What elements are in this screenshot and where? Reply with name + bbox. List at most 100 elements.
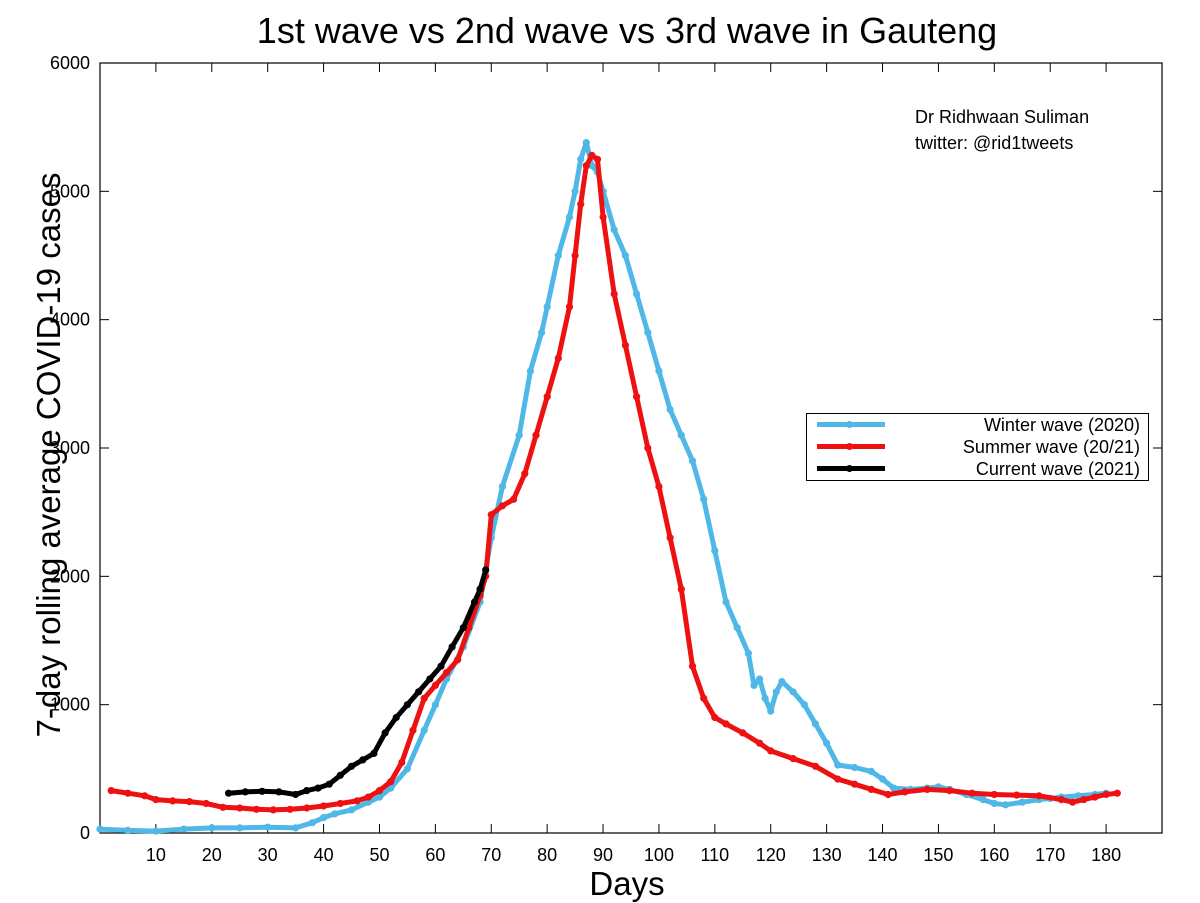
legend-item-summer: Summer wave (20/21)	[807, 436, 1148, 458]
data-point	[482, 566, 490, 574]
data-point	[1069, 798, 1077, 806]
legend-marker-summer	[846, 443, 853, 450]
data-point	[359, 756, 367, 764]
data-point	[565, 213, 574, 221]
data-point	[610, 290, 618, 298]
legend-item-current: Current wave (2021)	[807, 458, 1148, 480]
data-point	[532, 431, 540, 439]
data-point	[392, 713, 400, 722]
data-point	[381, 729, 389, 737]
data-point	[459, 624, 467, 632]
data-point	[756, 675, 764, 683]
data-point	[588, 151, 596, 159]
data-point	[582, 162, 590, 170]
data-point	[1102, 790, 1110, 799]
data-point	[403, 701, 411, 709]
data-point	[789, 688, 797, 696]
series-line	[108, 152, 1120, 813]
data-point	[851, 763, 859, 772]
data-point	[884, 790, 892, 799]
data-point	[364, 798, 372, 806]
data-point	[700, 495, 708, 503]
legend-label-winter: Winter wave (2020)	[983, 415, 1140, 435]
axis-ticks: 0 1000 2000 3000 4000 5000 6000 10 20 30 40 50 60 70 8…	[50, 53, 1162, 865]
data-point	[722, 598, 730, 606]
data-point	[772, 688, 780, 696]
data-point	[823, 739, 831, 747]
data-point	[867, 785, 875, 794]
data-point	[303, 804, 311, 812]
series-0	[96, 139, 1110, 835]
data-point	[666, 534, 674, 542]
data-point	[1018, 798, 1026, 806]
x-tick-label: 30	[258, 845, 278, 865]
data-point	[431, 701, 439, 709]
data-point	[811, 720, 820, 728]
data-point	[979, 796, 987, 804]
data-point	[437, 662, 445, 670]
data-point	[878, 775, 887, 783]
data-point	[314, 784, 322, 792]
data-point	[141, 792, 149, 800]
data-point	[711, 547, 719, 555]
x-tick-label: 90	[593, 845, 613, 865]
data-point	[1080, 796, 1088, 804]
data-point	[733, 624, 741, 632]
legend-marker-current	[846, 465, 853, 472]
data-point	[1001, 801, 1010, 809]
data-point	[347, 762, 356, 770]
data-point	[767, 707, 775, 715]
data-point	[577, 200, 585, 208]
x-tick-label: 160	[979, 845, 1009, 865]
data-point	[851, 780, 859, 788]
data-point	[509, 495, 518, 503]
data-point	[571, 187, 579, 195]
data-point	[275, 788, 283, 796]
data-point	[124, 826, 132, 835]
data-point	[403, 765, 411, 773]
data-point	[320, 802, 328, 810]
data-point	[688, 662, 697, 670]
data-point	[264, 823, 272, 831]
author-twitter: twitter: @rid1tweets	[915, 133, 1074, 153]
data-point	[292, 790, 300, 799]
data-point	[465, 624, 473, 632]
data-point	[336, 771, 344, 779]
data-point	[666, 405, 674, 414]
data-point	[292, 824, 300, 832]
data-point	[258, 787, 266, 795]
author-name: Dr Ridhwaan Suliman	[915, 107, 1090, 127]
legend: Winter wave (2020) Summer wave (20/21) C…	[806, 413, 1149, 481]
chart-title: 1st wave vs 2nd wave vs 3rd wave in Gaut…	[256, 10, 998, 51]
data-point	[655, 367, 663, 375]
data-point	[325, 780, 333, 788]
data-point	[269, 806, 277, 814]
data-point	[644, 444, 652, 452]
data-point	[700, 694, 708, 702]
data-point	[375, 787, 384, 795]
data-point	[767, 747, 775, 755]
series-layer	[96, 139, 1121, 835]
data-point	[990, 790, 998, 799]
data-point	[420, 726, 428, 734]
data-point	[834, 761, 842, 769]
data-point	[1035, 792, 1043, 800]
data-point	[901, 788, 909, 796]
data-point	[124, 789, 132, 797]
x-tick-label: 170	[1035, 845, 1065, 865]
data-point	[621, 341, 630, 349]
data-point	[320, 814, 328, 822]
data-point	[236, 824, 244, 832]
x-tick-label: 120	[756, 845, 786, 865]
data-point	[431, 681, 439, 690]
data-point	[286, 805, 294, 813]
data-point	[236, 804, 244, 812]
data-point	[208, 824, 216, 832]
data-point	[470, 598, 479, 606]
data-point	[225, 789, 233, 797]
data-point	[593, 155, 602, 163]
data-point	[778, 678, 786, 686]
data-point	[565, 303, 574, 311]
x-tick-label: 50	[369, 845, 389, 865]
data-point	[353, 797, 361, 805]
